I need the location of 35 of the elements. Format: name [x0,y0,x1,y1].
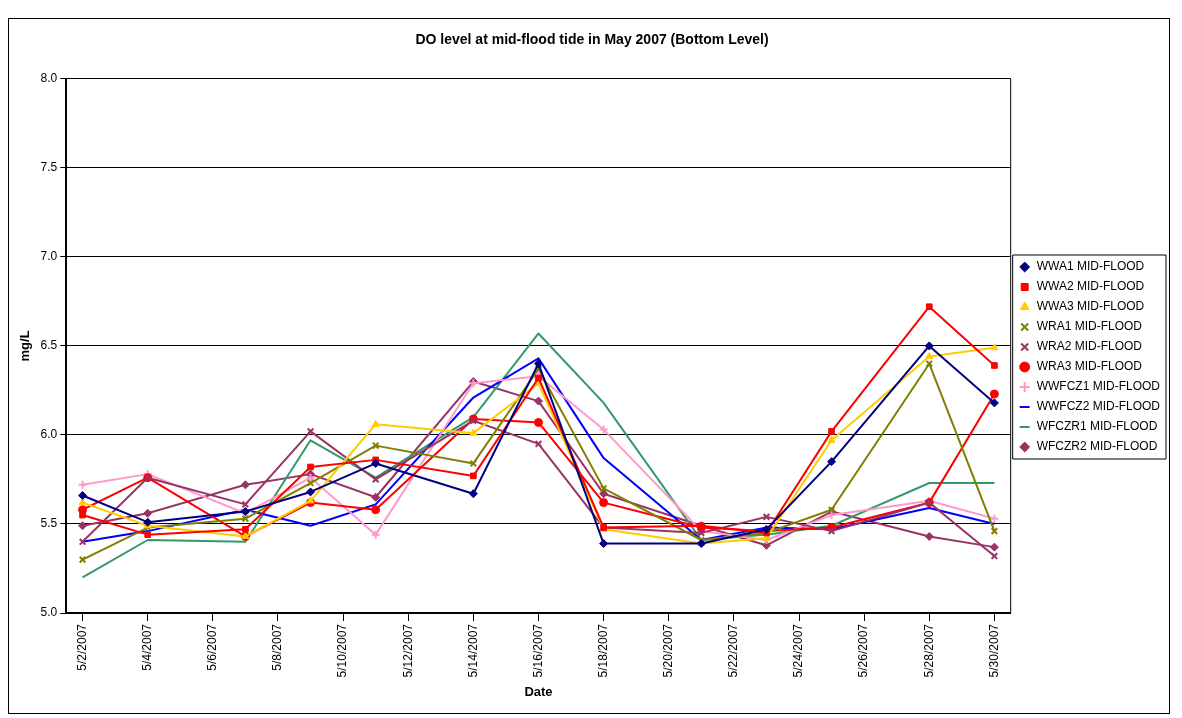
chart-title: DO level at mid-flood tide in May 2007 (Bottom Level) [415,31,769,48]
legend-label: WRA1 MID-FLOOD [1036,319,1143,334]
x-tick-label: 5/10/2007 [335,623,350,678]
y-tick-label: 7.0 [40,249,58,264]
x-tick-label: 5/4/2007 [140,623,155,671]
x-axis-title: Date [524,683,553,699]
x-tick-label: 5/16/2007 [530,623,545,678]
x-tick-label: 5/6/2007 [205,623,220,671]
legend-label: WWA2 MID-FLOOD [1036,279,1145,294]
legend-label: WFCZR1 MID-FLOOD [1036,419,1158,434]
legend-label: WWFCZ2 MID-FLOOD [1036,399,1161,414]
y-tick-label: 5.5 [40,516,58,531]
x-tick-label: 5/2/2007 [74,623,89,671]
x-tick-label: 5/22/2007 [726,623,741,678]
x-tick-label: 5/30/2007 [986,623,1001,678]
legend-label: WWA3 MID-FLOOD [1036,299,1145,314]
x-tick-label: 5/26/2007 [856,623,871,678]
y-tick-label: 7.5 [40,160,58,175]
legend-label: WWA1 MID-FLOOD [1036,259,1145,274]
x-tick-label: 5/20/2007 [661,623,676,678]
x-tick-label: 5/28/2007 [921,623,936,678]
x-tick-label: 5/18/2007 [595,623,610,678]
y-tick-label: 8.0 [40,71,58,86]
y-axis-title: mg/L [17,330,33,362]
legend-label: WRA3 MID-FLOOD [1036,359,1143,374]
legend-label: WWFCZ1 MID-FLOOD [1036,379,1161,394]
y-tick-label: 6.5 [40,338,58,353]
legend-label: WFCZR2 MID-FLOOD [1036,439,1158,454]
x-tick-label: 5/12/2007 [400,623,415,678]
y-tick-label: 5.0 [40,605,58,620]
legend-label: WRA2 MID-FLOOD [1036,339,1143,354]
x-tick-label: 5/24/2007 [791,623,806,678]
x-tick-label: 5/14/2007 [465,623,480,678]
y-tick-label: 6.0 [40,427,58,442]
x-tick-label: 5/8/2007 [270,623,285,671]
